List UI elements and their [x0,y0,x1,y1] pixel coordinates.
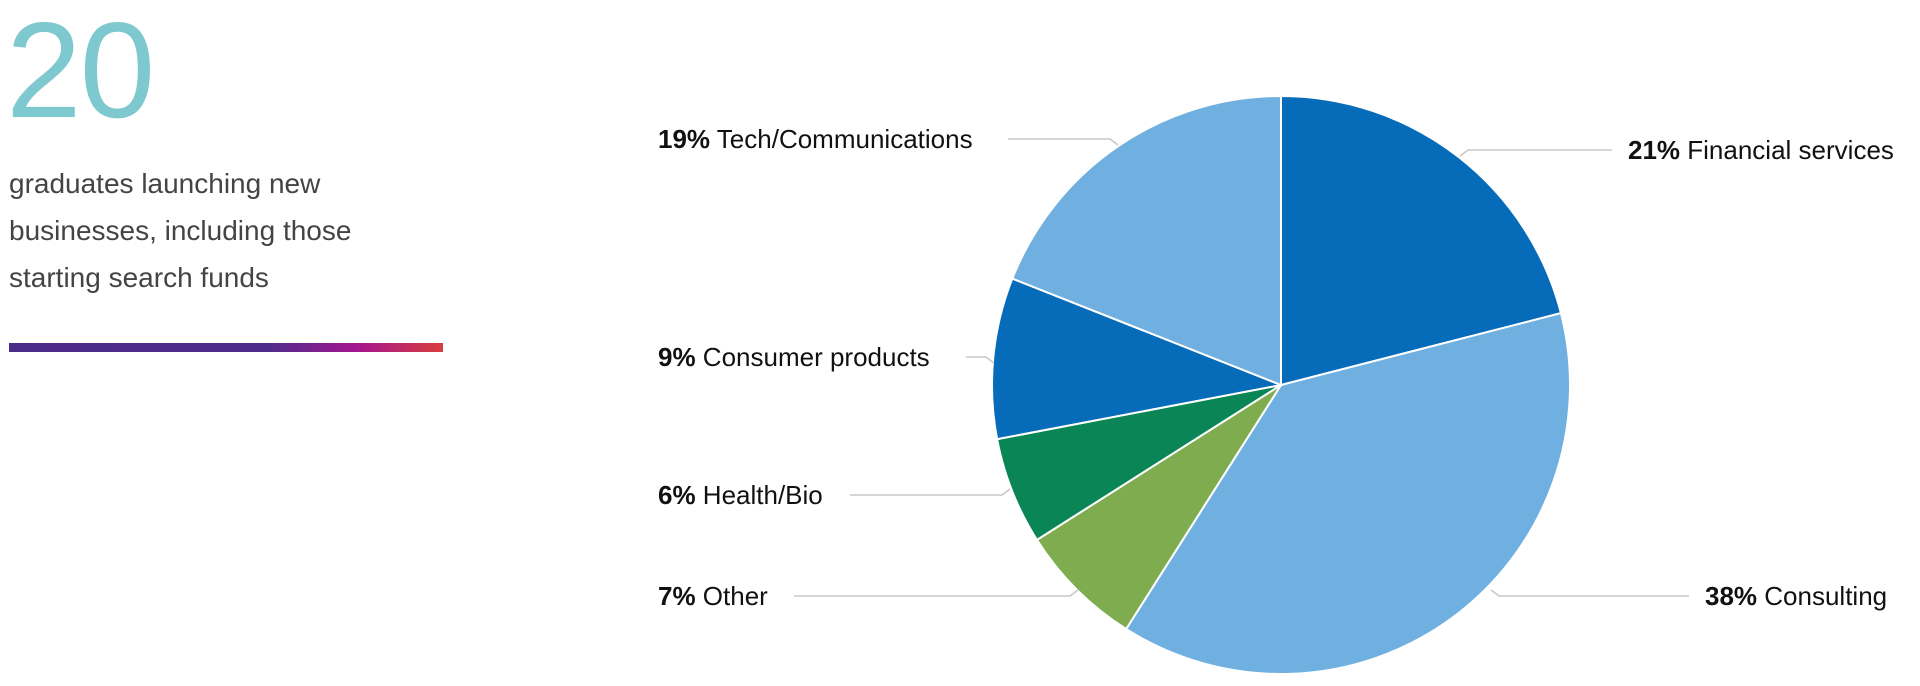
stat-number: 20 [6,0,155,146]
leader-line [966,356,995,364]
pie-slice-consulting [1124,311,1571,675]
slice-label-name: Tech/Communications [710,124,973,154]
slice-label: 6% Health/Bio [658,480,823,510]
slice-label-percent: 7% [658,581,696,611]
slice-label-name: Consumer products [696,342,930,372]
leader-line [1490,589,1689,597]
gradient-divider [9,343,443,352]
slice-label: 7% Other [658,581,768,611]
leader-line [794,589,1079,597]
slice-label-name: Consulting [1757,581,1887,611]
leader-line [1459,149,1612,157]
slice-label-percent: 38% [1705,581,1757,611]
pie-slice-financial-services [1280,94,1563,387]
stat-caption: graduates launching new businesses, incl… [9,168,352,293]
slice-label-percent: 6% [658,480,696,510]
slice-label-name: Other [696,581,769,611]
slice-label-percent: 21% [1628,135,1680,165]
pie-slices [990,94,1571,675]
pie-slice-consumer-products [990,277,1285,441]
slice-label-name: Financial services [1680,135,1894,165]
pie-slice-tech-communications [1010,94,1282,387]
leader-line [1008,138,1119,146]
slice-label-percent: 9% [658,342,696,372]
leader-line [850,488,1011,496]
pie-slice-other [1035,384,1282,631]
slice-label: 21% Financial services [1628,135,1894,165]
slice-label-name: Health/Bio [696,480,823,510]
slice-label: 38% Consulting [1705,581,1887,611]
slice-label-percent: 19% [658,124,710,154]
slice-label: 9% Consumer products [658,342,930,372]
slice-label: 19% Tech/Communications [658,124,973,154]
leader-lines [794,138,1689,597]
slice-labels: 21% Financial services 38% Consulting 7% O… [658,124,1894,611]
